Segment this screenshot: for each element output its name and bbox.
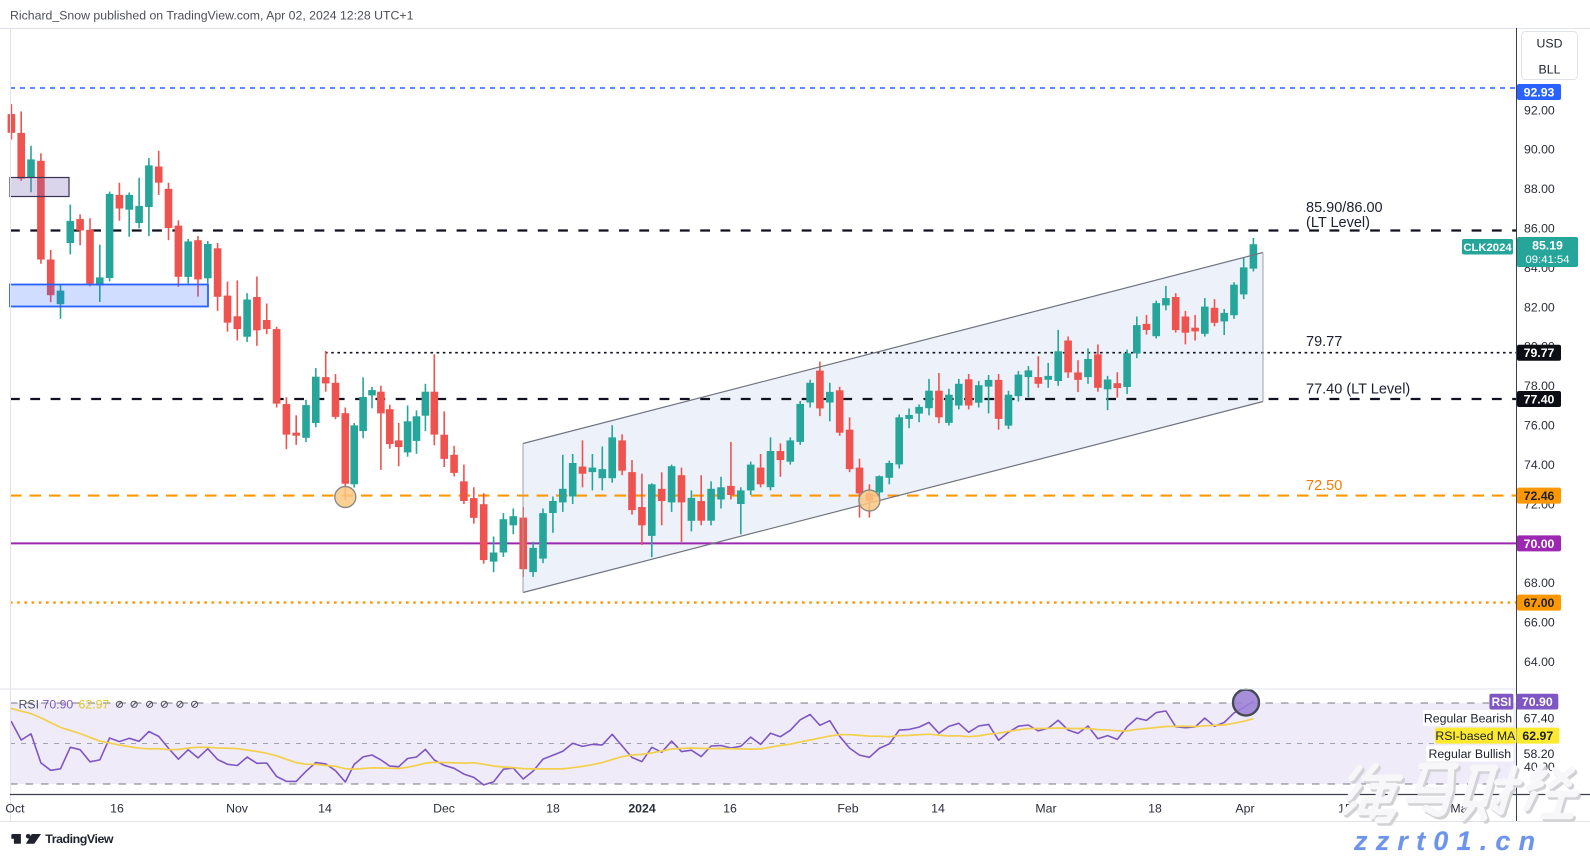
svg-text:14: 14 — [318, 802, 332, 816]
svg-text:92.00: 92.00 — [1524, 103, 1555, 117]
svg-text:Dec: Dec — [433, 802, 455, 816]
svg-text:70.00: 70.00 — [1524, 537, 1555, 551]
svg-text:77.40 (LT Level): 77.40 (LT Level) — [1306, 382, 1410, 398]
svg-text:77.40: 77.40 — [1524, 393, 1555, 407]
svg-text:Richard_Snow published on Trad: Richard_Snow published on TradingView.co… — [10, 9, 414, 23]
svg-text:14: 14 — [931, 802, 945, 816]
svg-text:85.19: 85.19 — [1532, 239, 1563, 253]
svg-text:72.46: 72.46 — [1524, 489, 1555, 503]
svg-text:RSI: RSI — [19, 698, 40, 712]
svg-text:RSI: RSI — [1492, 695, 1512, 709]
svg-text:TradingView: TradingView — [45, 832, 114, 846]
svg-text:zzrt01.cn: zzrt01.cn — [1353, 826, 1543, 856]
svg-text:09:41:54: 09:41:54 — [1526, 254, 1570, 266]
svg-text:67.00: 67.00 — [1524, 596, 1555, 610]
svg-text:Nov: Nov — [226, 802, 249, 816]
svg-text:90.00: 90.00 — [1524, 143, 1555, 157]
svg-text:16: 16 — [110, 802, 124, 816]
svg-text:86.00: 86.00 — [1524, 222, 1555, 236]
svg-text:82.00: 82.00 — [1524, 300, 1555, 314]
svg-text:62.97: 62.97 — [1522, 729, 1553, 743]
svg-text:16: 16 — [723, 802, 737, 816]
svg-text:58.20: 58.20 — [1524, 747, 1555, 761]
svg-text:79.77: 79.77 — [1306, 334, 1342, 350]
svg-text:79.77: 79.77 — [1524, 346, 1555, 360]
svg-text:USD: USD — [1537, 37, 1563, 51]
svg-text:2024: 2024 — [628, 802, 656, 816]
svg-text:BLL: BLL — [1539, 63, 1561, 77]
svg-text:RSI-based MA: RSI-based MA — [1435, 729, 1516, 743]
svg-text:Oct: Oct — [5, 802, 25, 816]
svg-text:Mar: Mar — [1035, 802, 1056, 816]
svg-text:Apr: Apr — [1235, 802, 1254, 816]
svg-text:70.90: 70.90 — [43, 698, 74, 712]
svg-text:78.00: 78.00 — [1524, 379, 1555, 393]
svg-text:88.00: 88.00 — [1524, 182, 1555, 196]
svg-text:92.93: 92.93 — [1524, 86, 1555, 100]
svg-text:72.50: 72.50 — [1306, 478, 1342, 494]
svg-text:68.00: 68.00 — [1524, 576, 1555, 590]
svg-text:Regular Bullish: Regular Bullish — [1428, 747, 1511, 761]
svg-text:74.00: 74.00 — [1524, 458, 1555, 472]
svg-text:CLK2024: CLK2024 — [1463, 242, 1512, 254]
svg-text:76.00: 76.00 — [1524, 419, 1555, 433]
svg-text:70.90: 70.90 — [1522, 695, 1553, 709]
svg-text:18: 18 — [1148, 802, 1162, 816]
svg-text:62.97: 62.97 — [79, 698, 110, 712]
svg-text:66.00: 66.00 — [1524, 616, 1555, 630]
svg-text:18: 18 — [546, 802, 560, 816]
svg-text:Regular Bearish: Regular Bearish — [1424, 712, 1512, 726]
svg-text:85.90/86.00: 85.90/86.00 — [1306, 200, 1383, 216]
svg-text:Feb: Feb — [837, 802, 858, 816]
svg-text:(LT Level): (LT Level) — [1306, 215, 1370, 231]
svg-text:67.40: 67.40 — [1524, 712, 1555, 726]
svg-text:64.00: 64.00 — [1524, 655, 1555, 669]
